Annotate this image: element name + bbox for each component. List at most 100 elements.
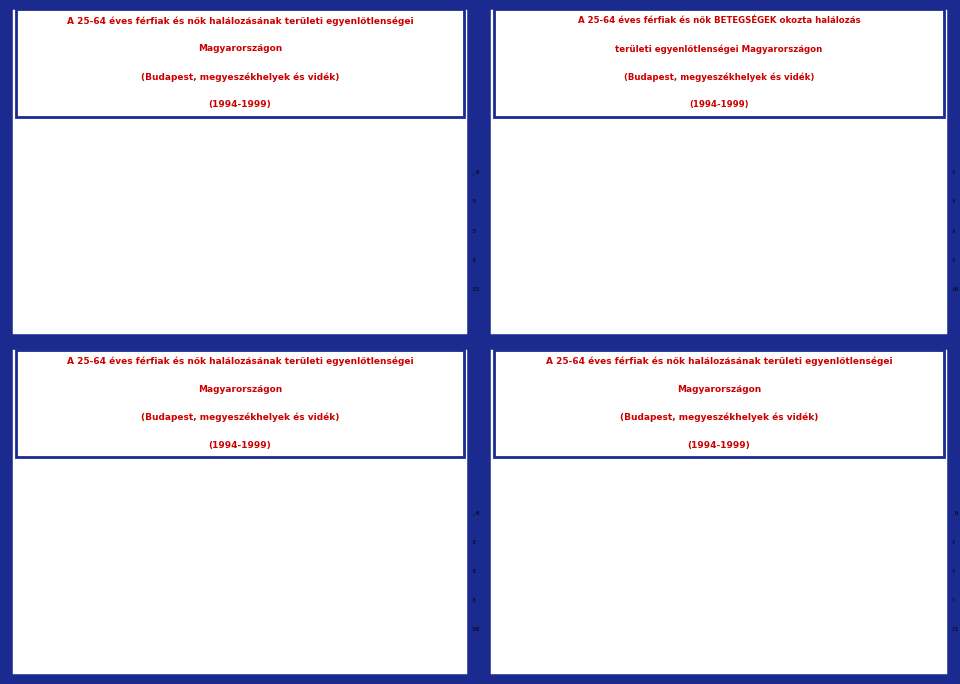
Polygon shape [769, 616, 790, 622]
Polygon shape [297, 305, 317, 314]
Polygon shape [729, 280, 759, 292]
Polygon shape [69, 305, 106, 321]
Polygon shape [790, 614, 820, 618]
Polygon shape [557, 625, 591, 635]
Text: Nők: Nők [356, 470, 379, 479]
Text: Magyarországon: Magyarországon [677, 385, 761, 394]
Polygon shape [804, 289, 844, 308]
Text: Magyarországon: Magyarországon [198, 385, 282, 394]
Polygon shape [561, 293, 588, 312]
Polygon shape [69, 618, 99, 624]
Bar [876, 192, 901, 212]
Polygon shape [290, 616, 310, 622]
Polygon shape [213, 640, 247, 656]
Bar [397, 620, 422, 640]
Polygon shape [229, 640, 280, 658]
Bar [876, 250, 901, 270]
Polygon shape [106, 646, 126, 655]
Polygon shape [500, 640, 534, 656]
Polygon shape [625, 614, 669, 627]
Polygon shape [827, 620, 861, 637]
Polygon shape [119, 304, 166, 319]
Polygon shape [146, 273, 190, 287]
Polygon shape [79, 625, 112, 635]
Polygon shape [324, 629, 364, 648]
Polygon shape [588, 282, 628, 306]
Polygon shape [314, 614, 357, 627]
Polygon shape [59, 620, 89, 633]
Polygon shape [83, 633, 109, 646]
Polygon shape [612, 289, 652, 308]
Text: (Budapest, megyeszékhelyek és vidék): (Budapest, megyeszékhelyek és vidék) [141, 72, 339, 81]
Polygon shape [314, 273, 357, 287]
Polygon shape [598, 273, 628, 278]
Polygon shape [83, 293, 109, 306]
Text: 100,1 - 110,0: 100,1 - 110,0 [426, 228, 475, 233]
Polygon shape [21, 274, 69, 291]
Text: 100,1 - 110,0: 100,1 - 110,0 [906, 569, 955, 574]
Polygon shape [561, 633, 588, 653]
Bar [397, 590, 422, 611]
Polygon shape [69, 646, 106, 661]
Polygon shape [38, 640, 89, 658]
Bar [876, 562, 901, 582]
Bar [876, 620, 901, 640]
Polygon shape [270, 276, 334, 294]
Polygon shape [123, 273, 166, 287]
Polygon shape [270, 625, 303, 635]
Polygon shape [516, 640, 567, 658]
Text: 77,55 -   95,0: 77,55 - 95,0 [426, 511, 479, 516]
Text: SHH: SHH [876, 153, 897, 162]
Text: területi egyenlőtlenségei Magyarországon: területi egyenlőtlenségei Magyarországon [615, 44, 823, 53]
Polygon shape [274, 293, 300, 306]
Polygon shape [260, 277, 290, 283]
Polygon shape [578, 616, 598, 622]
Polygon shape [213, 274, 260, 291]
Polygon shape [598, 614, 628, 618]
Polygon shape [749, 625, 783, 635]
Polygon shape [776, 646, 797, 655]
Polygon shape [146, 614, 190, 627]
Polygon shape [213, 287, 253, 304]
Polygon shape [753, 293, 780, 312]
Polygon shape [598, 304, 645, 319]
Text: Férfiak: Férfiak [547, 470, 588, 479]
Text: (Budapest, megyeszékhelyek és vidék): (Budapest, megyeszékhelyek és vidék) [620, 412, 818, 422]
Polygon shape [156, 280, 190, 297]
Polygon shape [213, 300, 247, 315]
Polygon shape [776, 305, 797, 314]
Polygon shape [21, 627, 62, 645]
Bar [876, 590, 901, 611]
Polygon shape [547, 277, 578, 283]
Polygon shape [635, 620, 669, 637]
Polygon shape [537, 620, 567, 633]
Polygon shape [79, 617, 143, 635]
Bar [876, 279, 901, 300]
Text: A 25-64 éves férfiak és nők halálozásának területi egyenlőtlenségei: A 25-64 éves férfiak és nők halálozásána… [545, 357, 893, 366]
Polygon shape [635, 280, 669, 297]
Polygon shape [753, 633, 780, 653]
Polygon shape [547, 618, 578, 624]
Polygon shape [793, 273, 837, 287]
Polygon shape [132, 629, 173, 648]
Text: 110,1 - 120,0: 110,1 - 120,0 [426, 258, 475, 263]
Polygon shape [547, 646, 585, 661]
Polygon shape [557, 285, 591, 295]
Polygon shape [691, 615, 739, 631]
Polygon shape [109, 282, 150, 306]
Polygon shape [500, 287, 540, 304]
Text: Összes halálozás: Összes halálozás [182, 129, 288, 139]
Text: SHH: SHH [397, 494, 417, 503]
Polygon shape [708, 300, 759, 317]
Polygon shape [790, 273, 820, 278]
Bar [397, 250, 422, 270]
Polygon shape [348, 280, 381, 297]
Text: 105,1 - 110,0: 105,1 - 110,0 [426, 598, 475, 603]
Polygon shape [500, 274, 547, 291]
Polygon shape [99, 616, 119, 622]
Polygon shape [99, 275, 119, 281]
Polygon shape [585, 646, 605, 655]
Polygon shape [310, 273, 341, 278]
Text: Férfiak: Férfiak [69, 470, 110, 479]
Text: (Budapest, megyeszékhelyek és vidék): (Budapest, megyeszékhelyek és vidék) [141, 412, 339, 422]
